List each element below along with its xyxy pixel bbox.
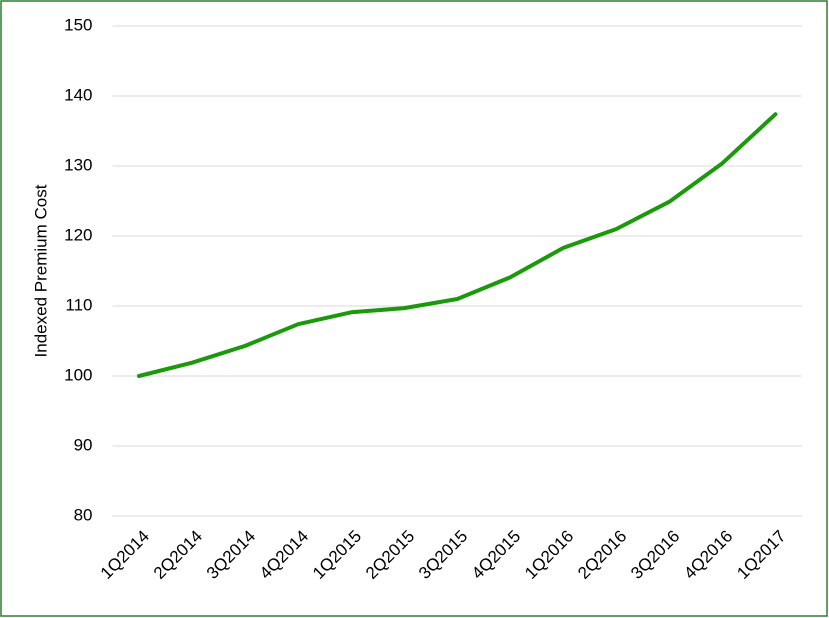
y-tick-label: 110 (65, 295, 92, 314)
y-tick-label: 130 (64, 155, 92, 174)
y-axis-label: Indexed Premium Cost (31, 184, 50, 357)
y-tick-label: 90 (74, 435, 93, 454)
y-tick-label: 120 (64, 225, 92, 244)
y-tick-label: 100 (64, 365, 92, 384)
y-tick-label: 80 (74, 505, 93, 524)
y-tick-label: 140 (64, 85, 92, 104)
data-line (137, 112, 778, 378)
y-tick-label: 150 (64, 15, 92, 34)
